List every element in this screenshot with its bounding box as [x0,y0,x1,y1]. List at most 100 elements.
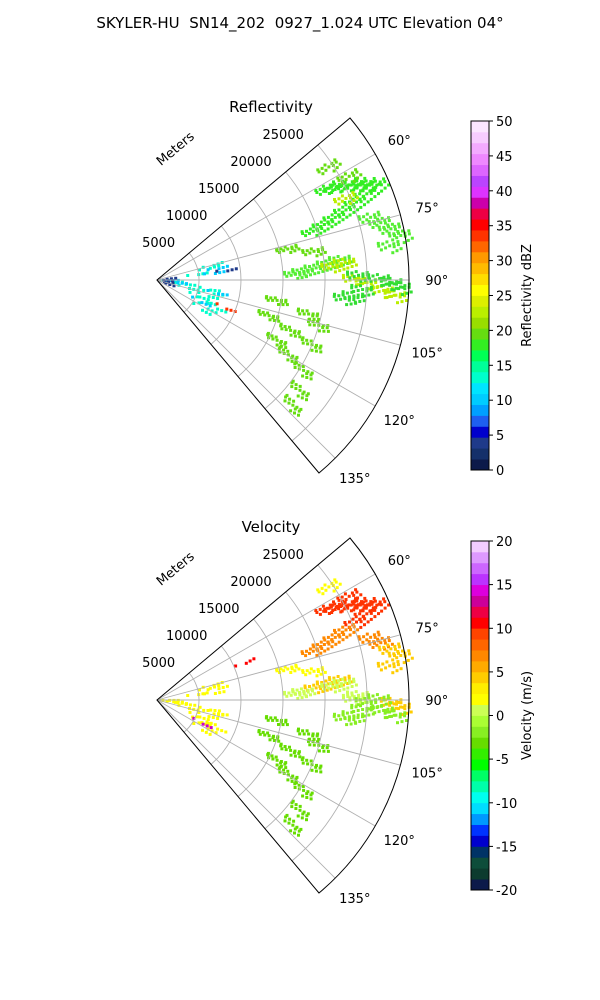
panel-2-echo-cell [325,606,329,610]
panel-1-echo-cell [206,301,210,305]
panel-2-echo-cell [301,761,305,765]
panel-1-echo-cell [294,387,298,390]
panel-1-colorbar-tick-label: 40 [496,185,513,200]
panel-1-echo-cell [350,271,354,275]
panel-2-echo-cell [278,770,282,774]
panel-1-echo-cell [395,249,399,253]
panel-1-echo-cell [321,184,325,188]
panel-1-echo-cell [319,225,323,228]
panel-1-echo-cell [373,195,377,199]
panel-2-echo-cell [400,713,404,717]
panel-1-echo-cell [379,221,383,225]
panel-1-echo-cell [369,282,373,286]
panel-1-echo-cell [385,296,389,299]
panel-1-echo-cell [357,273,360,277]
panel-1-echo-cell [298,388,302,392]
panel-1-echo-cell [376,217,380,221]
panel-2-echo-cell [403,704,407,708]
panel-1-echo-cell [333,158,337,162]
panel-2-echo-cell [376,630,380,634]
panel-2-echo-cell [382,709,386,712]
panel-1-echo-cell [401,229,404,233]
panel-1-echo-cell [290,385,294,389]
panel-2-echo-cell [343,621,347,624]
panel-2-echo-cell [206,709,210,712]
panel-1-echo-cell [275,338,279,342]
panel-1-echo-cell [345,291,349,295]
panel-1-echo-cell [336,255,340,258]
panel-2-echo-cell [317,670,320,673]
panel-2-echo-cell [333,578,337,582]
panel-1-range-tick-label: 20000 [230,155,271,170]
panel-2-echo-cell [339,678,343,682]
panel-1-echo-cell [291,379,295,383]
panel-2-echo-cell [361,692,365,696]
panel-1-echo-cell [398,295,402,299]
panel-2-echo-cell [347,677,351,681]
panel-2-echo-cell [333,686,337,690]
panel-2-echo-cell [352,599,356,603]
panel-1-echo-cell [185,282,188,286]
panel-2-echo-cell [365,638,369,642]
panel-2-echo-cell [330,633,334,637]
panel-2-echo-cell [294,663,298,667]
panel-1-echo-cell [378,228,382,232]
panel-2-echo-cell [225,713,229,717]
panel-2-colorbar-swatch [471,802,489,815]
panel-2-echo-cell [341,625,345,629]
panel-2-echo-cell [294,777,298,781]
panel-1-echo-cell [352,199,356,203]
panel-2-colorbar-swatch [471,824,489,836]
panel-2-echo-cell [298,693,302,697]
panel-1-colorbar-swatch [471,415,489,427]
panel-2-echo-cell [387,645,390,649]
panel-2-echo-cell [369,600,373,604]
panel-2-echo-cell [381,703,385,707]
panel-2-colorbar-swatch [471,660,489,673]
panel-2-azimuth-tick-label: 90° [425,694,448,709]
panel-2-echo-cell [371,707,375,711]
panel-2-echo-cell [350,691,354,695]
panel-2-echo-cell [330,611,334,614]
panel-2-echo-cell [286,667,290,671]
panel-1-echo-cell [365,218,369,222]
panel-1-echo-cell [352,298,356,301]
panel-1-echo-cell [333,215,337,219]
panel-2-echo-cell [364,599,368,603]
panel-1-echo-cell [362,299,366,303]
panel-1-echo-cell [333,270,337,274]
panel-1-echo-cell [396,243,400,247]
panel-2-echo-cell [363,617,367,621]
panel-1-echo-cell [208,312,212,316]
panel-1-echo-cell [197,301,201,305]
panel-2-echo-cell [325,746,329,750]
panel-2-echo-cell [193,703,197,707]
panel-2-echo-cell [407,649,411,653]
panel-2-echo-cell [364,606,368,610]
panel-2-echo-cell [305,649,308,653]
panel-2-echo-cell [312,743,316,747]
panel-1-echo-cell [344,178,348,181]
panel-2-echo-cell [344,699,348,703]
panel-2-echo-cell [185,702,188,706]
panel-2-echo-cell [192,716,196,720]
panel-2-echo-cell [304,673,308,677]
panel-2-echo-cell [300,816,304,820]
panel-1-echo-cell [277,303,280,306]
panel-1-colorbar-swatch [471,121,489,133]
panel-2-echo-cell [346,695,350,698]
panel-1-echo-cell [331,265,335,269]
panel-2-echo-cell [383,638,387,642]
panel-2-echo-cell [388,715,392,718]
panel-2-echo-cell [332,589,336,593]
panel-1-echo-cell [283,399,287,403]
panel-1-colorbar-swatch [471,131,489,144]
panel-1-echo-cell [395,236,399,240]
panel-1-echo-cell [330,191,334,194]
panel-2-colorbar-swatch [471,868,489,880]
panel-2-echo-cell [213,685,216,689]
panel-1-echo-cell [386,274,390,278]
panel-2-echo-cell [323,607,327,611]
panel-2-echo-cell [323,670,327,674]
panel-1-echo-cell [356,183,360,187]
